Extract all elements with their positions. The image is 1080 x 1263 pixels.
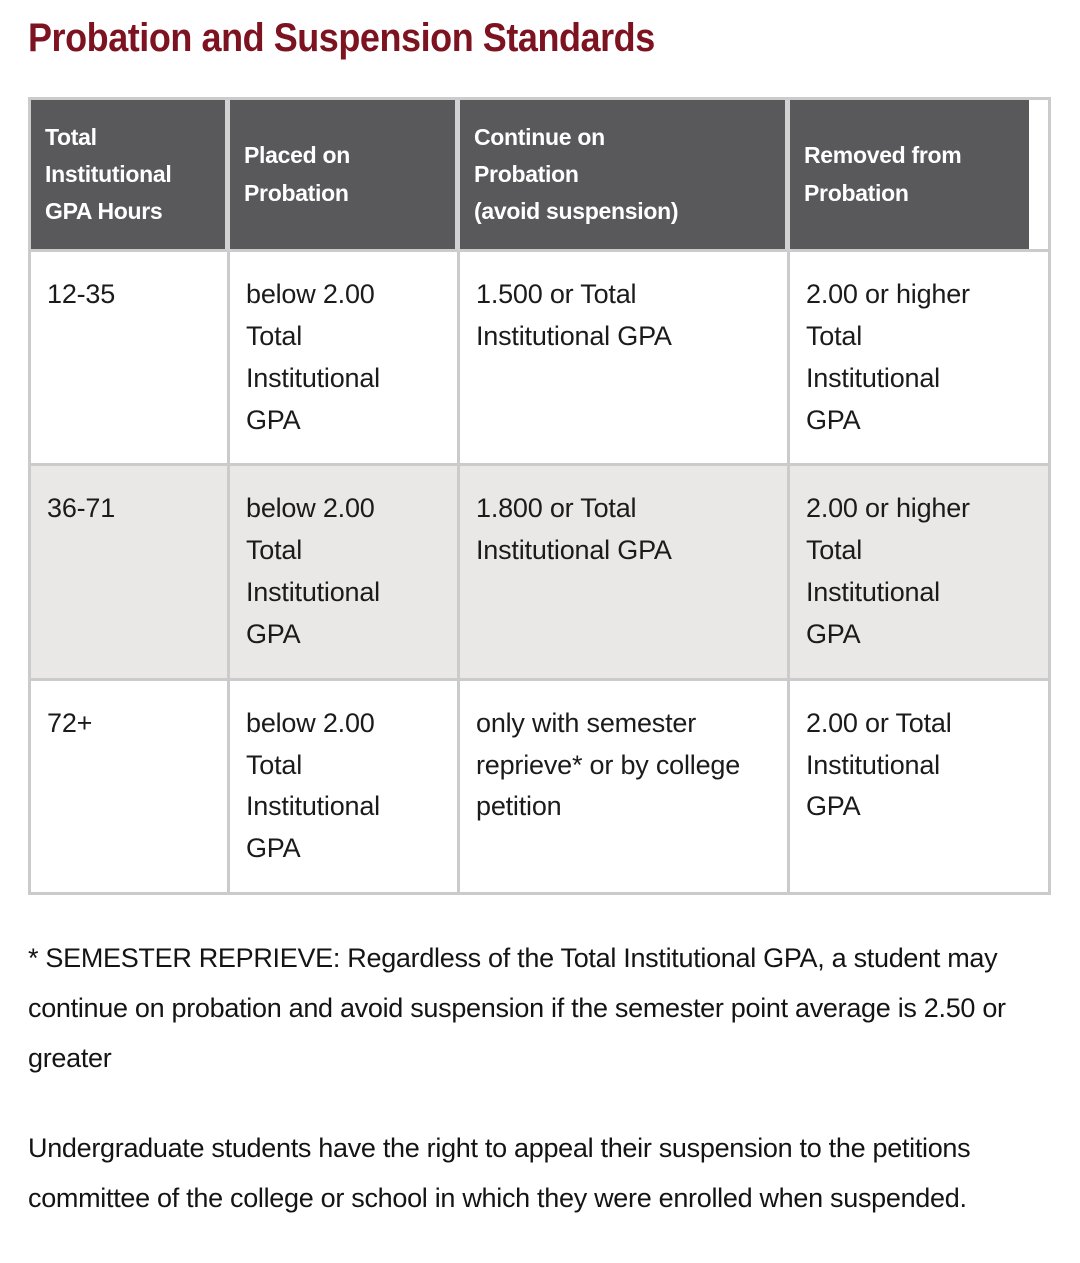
column-header-removed: Removed from Probation xyxy=(790,100,1048,252)
cell-hours: 72+ xyxy=(31,680,230,893)
cell-removed: 2.00 or higher Total Institutional GPA xyxy=(790,252,1048,467)
cell-placed: below 2.00 Total Institutional GPA xyxy=(230,252,460,467)
cell-placed: below 2.00 Total Institutional GPA xyxy=(230,466,460,681)
column-header-placed: Placed on Probation xyxy=(230,100,460,252)
cell-continue: 1.500 or Total Institutional GPA xyxy=(460,252,790,467)
column-header-continue: Continue on Probation (avoid suspension) xyxy=(460,100,790,252)
cell-hours: 36-71 xyxy=(31,466,230,681)
cell-continue: only with semester reprieve* or by colle… xyxy=(460,680,790,893)
cell-continue: 1.800 or Total Institutional GPA xyxy=(460,466,790,681)
cell-placed: below 2.00 Total Institutional GPA xyxy=(230,680,460,893)
standards-table: Total Institutional GPA Hours Placed on … xyxy=(28,97,1051,896)
table-row-72-plus: 72+ below 2.00 Total Institutional GPA o… xyxy=(31,680,1048,893)
cell-removed: 2.00 or Total Institutional GPA xyxy=(790,680,1048,893)
table-row-12-35: 12-35 below 2.00 Total Institutional GPA… xyxy=(31,252,1048,467)
appeal-note: Undergraduate students have the right to… xyxy=(28,1133,971,1214)
table-header-row: Total Institutional GPA Hours Placed on … xyxy=(31,100,1048,252)
cell-hours: 12-35 xyxy=(31,252,230,467)
cell-removed: 2.00 or higher Total Institutional GPA xyxy=(790,466,1048,681)
semester-reprieve-note: * SEMESTER REPRIEVE: Regardless of the T… xyxy=(28,943,1006,1074)
column-header-gpa-hours: Total Institutional GPA Hours xyxy=(31,100,230,252)
page-title: Probation and Suspension Standards xyxy=(28,16,655,60)
table-row-36-71: 36-71 below 2.00 Total Institutional GPA… xyxy=(31,466,1048,681)
